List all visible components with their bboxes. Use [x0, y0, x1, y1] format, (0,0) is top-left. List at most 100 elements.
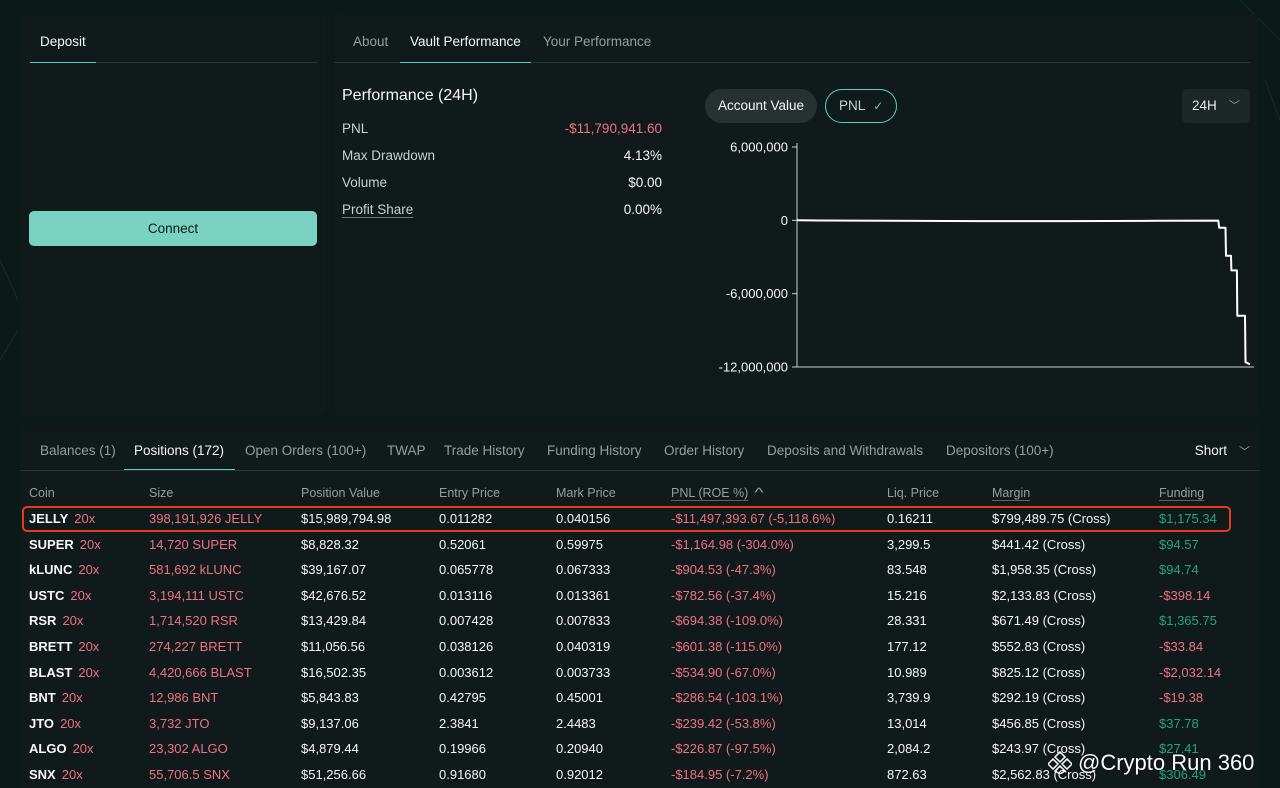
cell-coin[interactable]: kLUNC 20x	[29, 557, 99, 583]
performance-tabbar: About Vault Performance Your Performance	[334, 14, 1251, 63]
direction-filter-select[interactable]: Short ﹀	[1195, 426, 1250, 470]
col-header-size: Size	[149, 486, 174, 500]
tab-about[interactable]: About	[353, 34, 389, 49]
cell-margin: $243.97 (Cross)	[992, 741, 1086, 757]
stat-value-pnl: -$11,790,941.60	[564, 121, 662, 136]
leverage-badge: 20x	[74, 511, 96, 526]
cell-entry-price: 0.42795	[439, 690, 486, 706]
time-range-select[interactable]: 24H ﹀	[1182, 89, 1250, 123]
cell-liq-price: 3,299.5	[887, 536, 931, 552]
cell-entry-price: 0.011282	[439, 511, 493, 526]
cell-coin[interactable]: SNX 20x	[29, 762, 83, 788]
cell-coin[interactable]: BNT 20x	[29, 685, 83, 711]
cell-size: 3,732 JTO	[149, 715, 210, 731]
table-row[interactable]: SUPER 20x 14,720 SUPER $8,828.32 0.52061 0.59…	[20, 532, 1260, 558]
cell-coin[interactable]: BLAST 20x	[29, 660, 99, 686]
cell-coin[interactable]: RSR 20x	[29, 608, 83, 634]
cell-coin[interactable]: JELLY 20x	[29, 506, 95, 532]
deposit-tabbar: Deposit	[29, 14, 317, 63]
cell-coin[interactable]: SUPER 20x	[29, 532, 101, 558]
tab-funding-history[interactable]: Funding History	[547, 443, 642, 458]
cell-size: 12,986 BNT	[149, 690, 219, 706]
coin-symbol: JELLY	[29, 511, 69, 526]
stat-value-max-drawdown: 4.13%	[623, 148, 662, 163]
tab-deposit[interactable]: Deposit	[30, 14, 96, 63]
stat-label-profit-share[interactable]: Profit Share	[342, 202, 414, 217]
table-row[interactable]: ALGO 20x 23,302 ALGO $4,879.44 0.19966 0.2094…	[20, 736, 1260, 762]
tab-positions[interactable]: Positions (172)	[123, 426, 236, 470]
cell-size: 274,227 BRETT	[149, 639, 243, 654]
cell-liq-price: 13,014	[887, 715, 927, 731]
cell-entry-price: 0.013116	[439, 587, 493, 603]
connect-button[interactable]: Connect	[29, 211, 317, 246]
leverage-badge: 20x	[72, 741, 94, 757]
cell-coin[interactable]: JTO 20x	[29, 711, 81, 737]
tab-trade-history[interactable]: Trade History	[444, 443, 525, 458]
cell-position-value: $13,429.84	[301, 613, 367, 629]
cell-coin[interactable]: ALGO 20x	[29, 736, 94, 762]
leverage-badge: 20x	[78, 664, 100, 680]
cell-mark-price: 0.013361	[556, 587, 611, 603]
tab-deposits-withdrawals[interactable]: Deposits and Withdrawals	[767, 443, 924, 458]
tab-open-orders[interactable]: Open Orders (100+)	[245, 443, 367, 458]
tab-twap[interactable]: TWAP	[387, 443, 426, 458]
leverage-badge: 20x	[61, 690, 83, 706]
watermark-logo-icon	[1048, 750, 1072, 774]
col-header-pnl[interactable]: PNL (ROE %) ^	[671, 486, 763, 500]
table-row[interactable]: kLUNC 20x 581,692 kLUNC $39,167.07 0.065778 0…	[20, 557, 1260, 583]
table-row[interactable]: SNX 20x 55,706.5 SNX $51,256.66 0.91680 0.920…	[20, 762, 1260, 788]
cell-liq-price: 28.331	[887, 613, 927, 629]
leverage-badge: 20x	[78, 639, 100, 654]
leverage-badge: 20x	[60, 715, 82, 731]
table-row[interactable]: BRETT 20x 274,227 BRETT $11,056.56 0.038126 0…	[20, 634, 1260, 660]
account-value-toggle[interactable]: Account Value	[705, 89, 818, 123]
cell-position-value: $42,676.52	[301, 587, 367, 603]
tab-depositors[interactable]: Depositors (100+)	[946, 443, 1054, 458]
cell-mark-price: 0.92012	[556, 767, 603, 782]
cell-size: 3,194,111 USTC	[149, 587, 244, 603]
col-header-margin[interactable]: Margin	[992, 486, 1031, 500]
cell-size: 398,191,926 JELLY	[149, 511, 263, 526]
cell-mark-price: 0.45001	[556, 690, 603, 706]
cell-mark-price: 0.040319	[556, 639, 611, 654]
deposit-panel: Deposit Connect	[20, 14, 326, 416]
tab-vault-performance[interactable]: Vault Performance	[400, 14, 531, 63]
cell-funding: $306.49	[1159, 767, 1206, 782]
cell-margin: $2,133.83 (Cross)	[992, 587, 1097, 603]
tab-balances[interactable]: Balances (1)	[40, 443, 116, 458]
time-range-value: 24H	[1192, 98, 1217, 113]
table-row[interactable]: JTO 20x 3,732 JTO $9,137.06 2.3841 2.4483 -$23…	[20, 711, 1260, 737]
cell-funding: $27.41	[1159, 741, 1199, 757]
cell-position-value: $11,056.56	[301, 639, 366, 654]
tab-order-history[interactable]: Order History	[664, 443, 745, 458]
pnl-toggle[interactable]: PNL ✓	[825, 89, 898, 123]
cell-entry-price: 0.007428	[439, 613, 494, 629]
table-row[interactable]: BLAST 20x 4,420,666 BLAST $16,502.35 0.00361…	[20, 660, 1260, 686]
stat-value-volume: $0.00	[628, 175, 662, 190]
coin-symbol: SUPER	[29, 536, 74, 552]
table-row[interactable]: BNT 20x 12,986 BNT $5,843.83 0.42795 0.45001 -…	[20, 685, 1260, 711]
coin-symbol: BRETT	[29, 639, 73, 654]
cell-funding: $94.74	[1159, 562, 1199, 578]
cell-entry-price: 2.3841	[439, 715, 479, 731]
cell-pnl: -$11,497,393.67 (-5,118.6%)	[671, 511, 836, 526]
watermark-text: @Crypto Run 360	[1078, 750, 1255, 775]
col-header-mark-price: Mark Price	[556, 486, 616, 500]
table-row[interactable]: RSR 20x 1,714,520 RSR $13,429.84 0.007428 0.0…	[20, 608, 1260, 634]
cell-coin[interactable]: BRETT 20x	[29, 634, 99, 660]
stat-label-pnl: PNL	[342, 121, 369, 136]
table-row[interactable]: JELLY 20x 398,191,926 JELLY $15,989,794.98 0…	[20, 506, 1260, 532]
cell-position-value: $8,828.32	[301, 536, 359, 552]
cell-margin: $2,562.83 (Cross)	[992, 767, 1097, 782]
cell-pnl: -$184.95 (-7.2%)	[671, 767, 769, 782]
cell-coin[interactable]: USTC 20x	[29, 583, 91, 609]
tab-divider	[20, 470, 1260, 471]
cell-pnl: -$694.38 (-109.0%)	[671, 613, 784, 629]
cell-position-value: $4,879.44	[301, 741, 359, 757]
tab-your-performance[interactable]: Your Performance	[543, 34, 652, 49]
col-header-funding[interactable]: Funding	[1159, 486, 1205, 500]
cell-pnl: -$782.56 (-37.4%)	[671, 587, 776, 603]
table-row[interactable]: USTC 20x 3,194,111 USTC $42,676.52 0.013116 0…	[20, 583, 1260, 609]
cell-liq-price: 10.989	[887, 664, 927, 680]
